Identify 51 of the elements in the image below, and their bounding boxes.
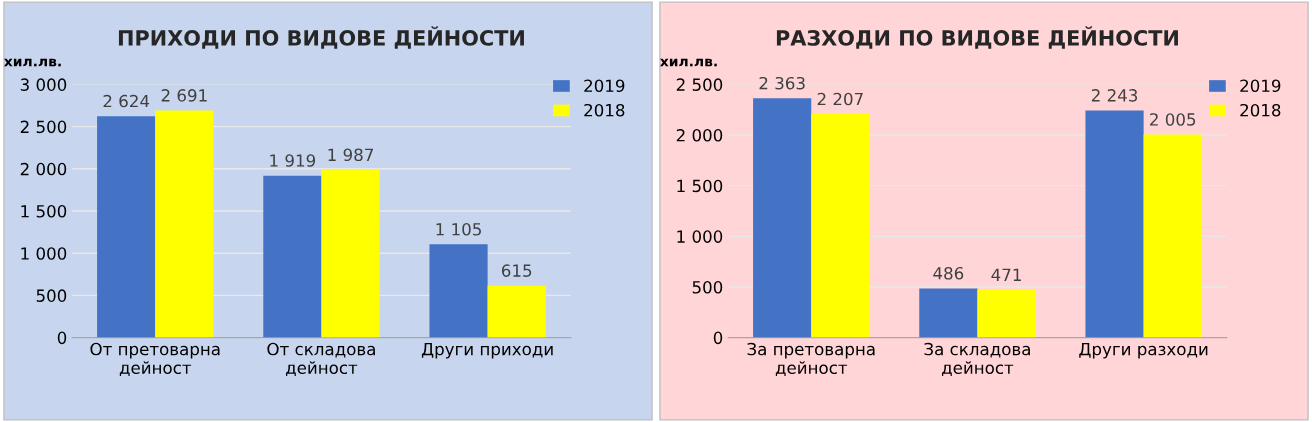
y-tick-label: 2 500: [676, 78, 723, 91]
legend-label: 2018: [584, 103, 625, 117]
bar: [487, 285, 546, 338]
y-tick-label: 3 000: [20, 78, 67, 91]
y-tick-label: 2 500: [20, 120, 67, 134]
bar: [155, 110, 214, 338]
data-label: 615: [501, 264, 532, 277]
bar: [321, 169, 380, 338]
x-tick-label: За складова дейност: [924, 342, 1030, 377]
data-label: 2 207: [817, 92, 863, 106]
data-label: 1 919: [270, 154, 316, 167]
x-tick-label: За претоварна дейност: [747, 342, 875, 377]
legend-label: 2018: [1240, 103, 1281, 117]
bar: [919, 288, 978, 338]
data-label: 2 243: [1091, 89, 1138, 102]
chart-title: РАЗХОДИ ПО ВИДОВЕ ДЕЙНОСТИ: [776, 26, 1178, 49]
data-label: 2 363: [759, 76, 805, 90]
bar: [429, 244, 488, 338]
y-tick-label: 1 500: [21, 204, 67, 218]
data-label: 471: [991, 268, 1021, 281]
y-tick-label: 1 000: [677, 230, 723, 243]
bar: [811, 114, 870, 338]
x-tick-label: Други приходи: [421, 342, 553, 359]
bar: [97, 116, 156, 338]
legend-label: 2019: [1240, 79, 1281, 93]
y-tick-label: 1 500: [677, 179, 723, 193]
data-label: 2 624: [103, 94, 150, 108]
y-tick-label: 1 000: [21, 247, 67, 260]
bar: [1143, 134, 1202, 338]
data-label: 2 005: [1150, 113, 1196, 126]
data-label: 486: [933, 266, 964, 280]
bar: [753, 98, 812, 338]
y-axis-title: хил.лв.: [4, 58, 61, 67]
x-tick-label: Други разходи: [1079, 342, 1208, 359]
bar: [1085, 110, 1144, 338]
data-label: 1 987: [328, 148, 373, 162]
y-axis-title: хил.лв.: [660, 58, 717, 67]
legend-label: 2019: [584, 79, 625, 93]
x-tick-label: От претоварна дейност: [90, 342, 220, 377]
x-tick-label: От складова дейност: [267, 342, 375, 377]
y-tick-label: 500: [36, 289, 67, 302]
data-label: 1 105: [436, 222, 481, 236]
y-tick-label: 0: [713, 331, 723, 345]
chart-title: ПРИХОДИ ПО ВИДОВЕ ДЕЙНОСТИ: [118, 26, 524, 49]
data-label: 2 691: [161, 89, 207, 102]
y-tick-label: 2 000: [20, 162, 67, 176]
bar: [263, 175, 322, 338]
y-tick-label: 0: [57, 331, 67, 345]
y-tick-label: 2 000: [676, 129, 723, 142]
y-tick-label: 500: [692, 280, 723, 294]
bar: [977, 289, 1036, 338]
